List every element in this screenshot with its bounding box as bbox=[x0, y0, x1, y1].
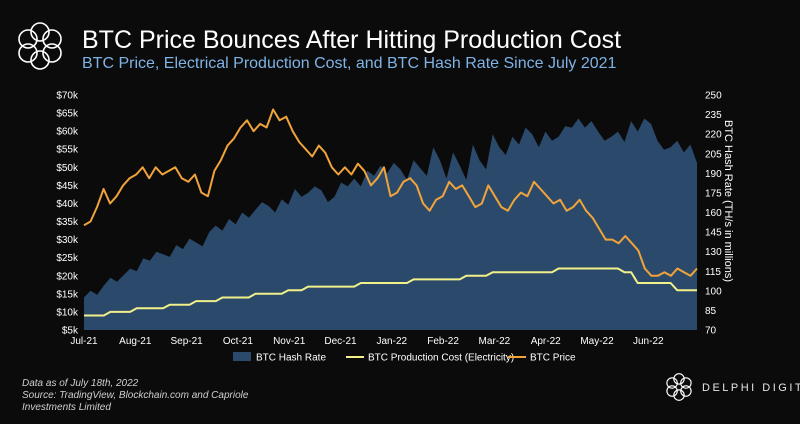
footnote: Data as of July 18th, 2022 Source: Tradi… bbox=[22, 378, 322, 414]
left-tick-label: $60k bbox=[56, 127, 79, 138]
right-tick-label: 175 bbox=[705, 188, 722, 199]
right-tick-label: 250 bbox=[705, 91, 722, 102]
legend-label-production-cost: BTC Production Cost (Electricity) bbox=[368, 353, 514, 364]
right-tick-label: 220 bbox=[705, 130, 722, 141]
left-tick-label: $45k bbox=[56, 181, 79, 192]
x-tick-label: Jul-21 bbox=[70, 336, 98, 347]
right-tick-label: 70 bbox=[705, 326, 717, 337]
right-tick-label: 145 bbox=[705, 228, 722, 239]
right-tick-label: 205 bbox=[705, 149, 722, 160]
legend-swatch-hash-rate bbox=[233, 352, 251, 361]
legend-label-btc-price: BTC Price bbox=[530, 353, 576, 364]
brand-name: DELPHI DIGITAL bbox=[702, 382, 800, 394]
right-tick-label: 190 bbox=[705, 169, 722, 180]
x-tick-label: Aug-21 bbox=[119, 336, 152, 347]
right-tick-label: 130 bbox=[705, 247, 722, 258]
right-tick-label: 100 bbox=[705, 286, 722, 297]
right-tick-label: 160 bbox=[705, 208, 722, 219]
left-tick-label: $50k bbox=[56, 163, 79, 174]
right-axis-title: BTC Hash Rate (TH/s in millions) bbox=[722, 120, 734, 282]
x-tick-label: Oct-21 bbox=[223, 336, 253, 347]
x-tick-label: Feb-22 bbox=[427, 336, 459, 347]
footnote-date: Data as of July 18th, 2022 bbox=[22, 378, 322, 390]
left-tick-label: $65k bbox=[56, 109, 79, 120]
right-tick-label: 85 bbox=[705, 306, 717, 317]
footnote-source: Source: TradingView, Blockchain.com and … bbox=[22, 390, 322, 402]
left-tick-label: $70k bbox=[56, 91, 79, 102]
x-tick-label: Sep-21 bbox=[170, 336, 203, 347]
left-tick-label: $30k bbox=[56, 235, 79, 246]
right-tick-label: 115 bbox=[705, 267, 721, 278]
left-tick-label: $25k bbox=[56, 253, 79, 264]
left-tick-label: $55k bbox=[56, 145, 79, 156]
x-tick-label: Nov-21 bbox=[273, 336, 306, 347]
brand-logo-icon bbox=[664, 372, 694, 402]
footnote-source-cont: Investments Limited bbox=[22, 402, 322, 414]
chart: $5k $10k $15k $20k $25k $30k $35k $40k $45k $50k $… bbox=[0, 0, 800, 424]
x-tick-label: Apr-22 bbox=[531, 336, 561, 347]
legend-label-hash-rate: BTC Hash Rate bbox=[256, 353, 326, 364]
left-tick-label: $15k bbox=[56, 289, 79, 300]
x-tick-label: Jun-22 bbox=[633, 336, 664, 347]
left-tick-label: $40k bbox=[56, 199, 79, 210]
left-tick-label: $20k bbox=[56, 271, 79, 282]
left-tick-label: $35k bbox=[56, 217, 79, 228]
x-tick-label: Dec-21 bbox=[324, 336, 357, 347]
x-tick-label: Jan-22 bbox=[377, 336, 408, 347]
x-tick-label: Mar-22 bbox=[479, 336, 511, 347]
x-tick-label: May-22 bbox=[580, 336, 614, 347]
hash-rate-area bbox=[84, 119, 697, 331]
right-tick-label: 235 bbox=[705, 110, 722, 121]
left-tick-label: $10k bbox=[56, 307, 79, 318]
left-tick-label: $5k bbox=[62, 326, 79, 337]
